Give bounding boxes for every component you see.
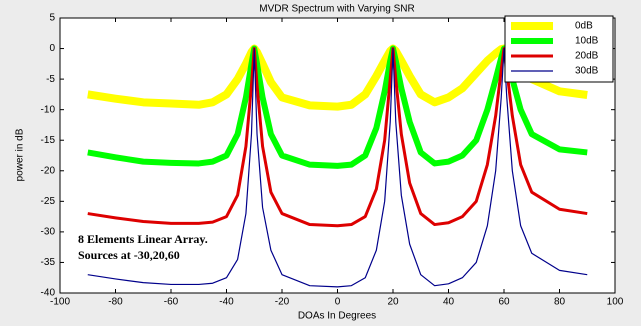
series-line [87, 47, 588, 288]
x-tick-label: 60 [498, 297, 510, 308]
plot-frame [59, 17, 616, 294]
legend-label: 0dB [575, 21, 593, 32]
x-tick-label: -60 [164, 297, 179, 308]
legend-label: 10dB [575, 36, 599, 47]
annotation: Sources at -30,20,60 [78, 248, 180, 262]
x-tick-label: -40 [219, 297, 234, 308]
chart-title: MVDR Spectrum with Varying SNR [259, 4, 414, 15]
annotation: 8 Elements Linear Array. [78, 232, 208, 246]
y-tick-label: 0 [49, 43, 55, 54]
y-tick-label: -15 [41, 135, 56, 146]
x-axis-label: DOAs In Degrees [298, 311, 376, 322]
x-tick-label: 40 [443, 297, 455, 308]
x-tick-label: 0 [335, 297, 341, 308]
y-tick-label: -20 [41, 165, 56, 176]
y-tick-label: -40 [41, 288, 56, 299]
x-tick-label: 20 [387, 297, 399, 308]
x-tick-label: 80 [554, 297, 566, 308]
y-tick-label: 5 [49, 13, 55, 24]
legend-label: 30dB [575, 66, 599, 77]
x-tick-label: -20 [275, 297, 290, 308]
x-tick-label: 100 [607, 297, 624, 308]
y-tick-label: -35 [41, 257, 56, 268]
y-tick-label: -5 [46, 74, 55, 85]
x-tick-label: -100 [50, 297, 70, 308]
y-axis-label: power in dB [15, 128, 26, 181]
series-line [87, 47, 588, 228]
legend-label: 20dB [575, 51, 599, 62]
y-tick-label: -10 [41, 104, 56, 115]
x-tick-label: -80 [108, 297, 123, 308]
y-tick-label: -30 [41, 227, 56, 238]
y-tick-label: -25 [41, 196, 56, 207]
